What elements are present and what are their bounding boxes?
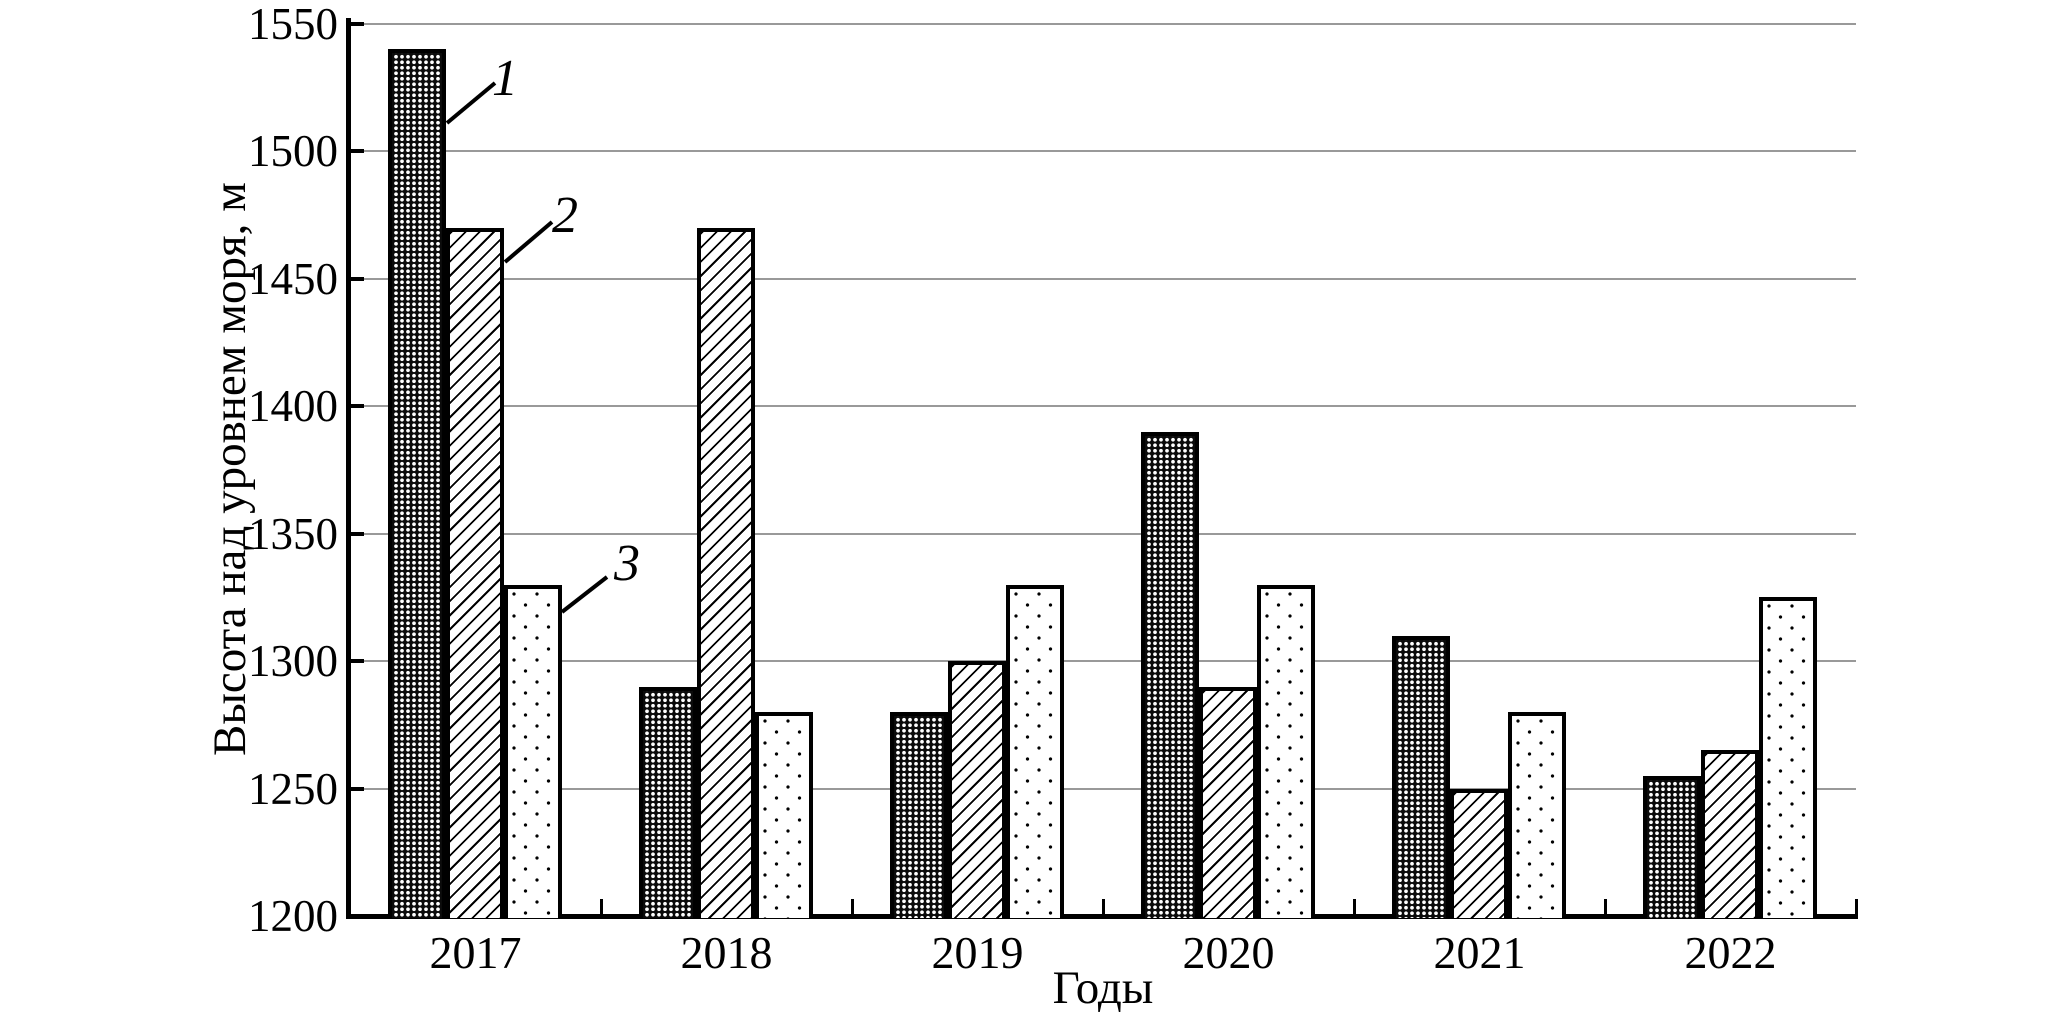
gridline-1500 bbox=[350, 150, 1856, 152]
bar-2021-series-3 bbox=[1508, 712, 1566, 918]
bar-2018-series-1 bbox=[639, 686, 697, 918]
bar-2022-series-2 bbox=[1701, 750, 1759, 918]
callout-leader-line-2 bbox=[503, 220, 554, 264]
callout-leader-line-3 bbox=[560, 575, 609, 614]
gridline-1550 bbox=[350, 22, 1856, 25]
bar-2017-series-3 bbox=[504, 584, 562, 918]
bar-2020-series-1 bbox=[1141, 431, 1199, 918]
y-tick-1250 bbox=[350, 786, 364, 791]
y-tick-label-1300: 1300 bbox=[248, 636, 338, 686]
gridline-1450 bbox=[350, 277, 1856, 280]
x-tick-2 bbox=[850, 899, 854, 915]
bar-2022-series-1 bbox=[1643, 775, 1701, 918]
bar-2018-series-2 bbox=[697, 227, 755, 918]
y-axis-line bbox=[346, 18, 351, 919]
x-category-label-2020: 2020 bbox=[1182, 927, 1275, 978]
x-category-label-2022: 2022 bbox=[1684, 927, 1777, 978]
y-tick-1300 bbox=[350, 659, 364, 663]
bar-2017-series-1 bbox=[388, 49, 446, 918]
x-axis-line bbox=[346, 914, 1858, 919]
x-tick-6 bbox=[1854, 899, 1858, 915]
x-tick-3 bbox=[1101, 899, 1105, 915]
y-tick-label-1450: 1450 bbox=[248, 253, 338, 304]
y-tick-1350 bbox=[350, 531, 364, 536]
y-tick-1550 bbox=[350, 21, 364, 26]
gridline-1250 bbox=[350, 787, 1856, 790]
callout-label-3: 3 bbox=[613, 535, 640, 592]
bar-2021-series-2 bbox=[1450, 788, 1508, 918]
bar-2017-series-2 bbox=[446, 227, 504, 918]
x-category-label-2021: 2021 bbox=[1433, 927, 1526, 978]
gridline-1300 bbox=[350, 660, 1856, 662]
y-tick-1400 bbox=[350, 404, 364, 408]
bar-2020-series-2 bbox=[1199, 686, 1257, 918]
bar-2018-series-3 bbox=[755, 712, 813, 918]
y-tick-1200 bbox=[350, 914, 364, 918]
x-axis-title: Годы bbox=[1052, 962, 1154, 1014]
y-tick-label-1250: 1250 bbox=[248, 763, 338, 814]
y-tick-label-1350: 1350 bbox=[248, 508, 338, 559]
callout-label-2: 2 bbox=[552, 187, 578, 244]
y-tick-label-1500: 1500 bbox=[248, 126, 338, 176]
y-tick-label-1550: 1550 bbox=[248, 0, 338, 49]
y-tick-label-1200: 1200 bbox=[248, 891, 338, 941]
y-tick-1500 bbox=[350, 149, 364, 153]
bar-2021-series-1 bbox=[1392, 635, 1450, 918]
gridline-1400 bbox=[350, 405, 1856, 407]
x-tick-1 bbox=[599, 899, 603, 915]
callout-leader-line-1 bbox=[445, 81, 497, 125]
callout-label-1: 1 bbox=[492, 50, 518, 107]
x-category-label-2019: 2019 bbox=[931, 927, 1024, 978]
bar-2019-series-1 bbox=[890, 712, 948, 918]
x-category-label-2017: 2017 bbox=[429, 927, 522, 978]
bar-2022-series-3 bbox=[1759, 597, 1817, 918]
x-tick-4 bbox=[1352, 899, 1356, 915]
bar-2020-series-3 bbox=[1257, 584, 1315, 918]
x-tick-5 bbox=[1603, 899, 1607, 915]
bar-2019-series-2 bbox=[948, 661, 1006, 918]
x-category-label-2018: 2018 bbox=[680, 927, 773, 978]
bar-2019-series-3 bbox=[1006, 584, 1064, 918]
gridline-1350 bbox=[350, 532, 1856, 535]
y-tick-label-1400: 1400 bbox=[248, 381, 338, 431]
y-tick-1450 bbox=[350, 276, 364, 281]
